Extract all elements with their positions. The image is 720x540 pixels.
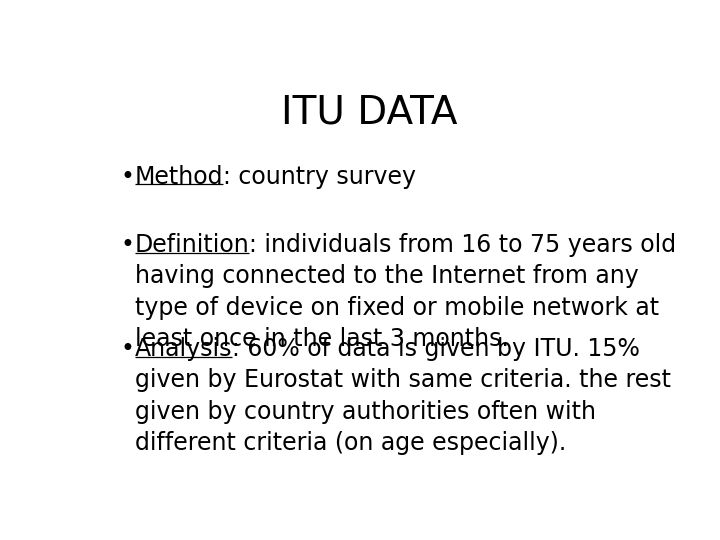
Text: having connected to the Internet from any: having connected to the Internet from an… bbox=[135, 265, 639, 288]
Text: : country survey: : country survey bbox=[223, 165, 416, 188]
Text: Method: Method bbox=[135, 165, 223, 188]
Text: least once in the last 3 months.: least once in the last 3 months. bbox=[135, 327, 508, 351]
Text: different criteria (on age especially).: different criteria (on age especially). bbox=[135, 431, 566, 455]
Text: •: • bbox=[121, 337, 135, 361]
Text: : 60% of data is given by ITU. 15%: : 60% of data is given by ITU. 15% bbox=[232, 337, 640, 361]
Text: ITU DATA: ITU DATA bbox=[281, 94, 457, 132]
Text: type of device on fixed or mobile network at: type of device on fixed or mobile networ… bbox=[135, 295, 659, 320]
Text: Analysis: Analysis bbox=[135, 337, 232, 361]
Text: •: • bbox=[121, 165, 135, 188]
Text: given by country authorities often with: given by country authorities often with bbox=[135, 400, 595, 423]
Text: given by Eurostat with same criteria. the rest: given by Eurostat with same criteria. th… bbox=[135, 368, 670, 393]
Text: : individuals from 16 to 75 years old: : individuals from 16 to 75 years old bbox=[249, 233, 677, 257]
Text: •: • bbox=[121, 233, 135, 257]
Text: Definition: Definition bbox=[135, 233, 249, 257]
